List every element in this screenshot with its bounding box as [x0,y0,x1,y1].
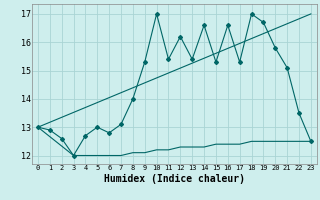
X-axis label: Humidex (Indice chaleur): Humidex (Indice chaleur) [104,174,245,184]
